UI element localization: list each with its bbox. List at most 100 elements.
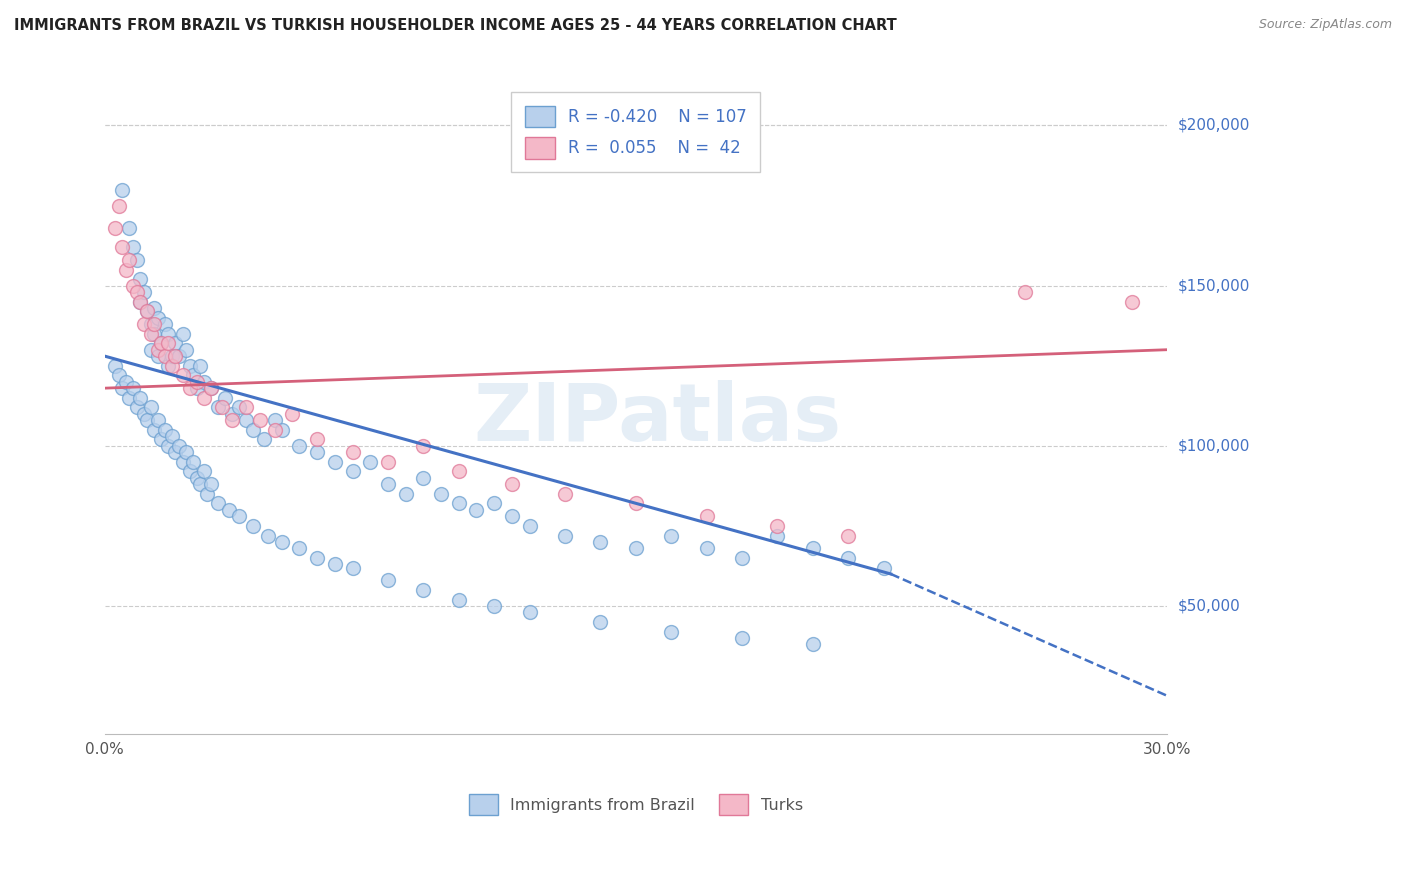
Point — [118, 253, 141, 268]
Point — [696, 509, 718, 524]
Point — [342, 560, 364, 574]
Point — [359, 455, 381, 469]
Legend: Immigrants from Brazil, Turks: Immigrants from Brazil, Turks — [463, 788, 808, 822]
Point — [193, 391, 215, 405]
Point — [157, 326, 180, 341]
Point — [125, 401, 148, 415]
Point — [186, 471, 208, 485]
Point — [228, 509, 250, 524]
Point — [412, 582, 434, 597]
Point — [342, 445, 364, 459]
Point — [253, 433, 276, 447]
Point — [482, 496, 505, 510]
Point — [412, 471, 434, 485]
Point — [519, 519, 541, 533]
Point — [111, 381, 134, 395]
Point — [731, 631, 754, 645]
Point — [188, 359, 211, 373]
Point — [263, 423, 285, 437]
Point — [235, 413, 257, 427]
Point — [150, 336, 173, 351]
Point — [143, 423, 166, 437]
Point — [132, 317, 155, 331]
Point — [766, 519, 789, 533]
Point — [132, 407, 155, 421]
Point — [731, 550, 754, 565]
Point — [179, 465, 201, 479]
Point — [323, 455, 346, 469]
Point — [200, 381, 222, 395]
Point — [228, 401, 250, 415]
Point — [160, 429, 183, 443]
Point — [157, 336, 180, 351]
Point — [589, 535, 612, 549]
Point — [263, 413, 285, 427]
Point — [129, 294, 152, 309]
Point — [179, 359, 201, 373]
Point — [139, 326, 162, 341]
Point — [146, 343, 169, 357]
Point — [174, 343, 197, 357]
Point — [256, 528, 278, 542]
Point — [153, 317, 176, 331]
Point — [186, 375, 208, 389]
Point — [465, 503, 488, 517]
Point — [589, 615, 612, 629]
Point — [288, 541, 311, 556]
Text: $50,000: $50,000 — [1178, 599, 1240, 614]
Point — [150, 433, 173, 447]
Point — [146, 310, 169, 325]
Point — [447, 465, 470, 479]
Point — [200, 381, 222, 395]
Point — [129, 391, 152, 405]
Point — [179, 381, 201, 395]
Point — [377, 455, 399, 469]
Point — [766, 528, 789, 542]
Point — [195, 487, 218, 501]
Point — [501, 477, 523, 491]
Point — [270, 535, 292, 549]
Point — [193, 375, 215, 389]
Point — [801, 637, 824, 651]
Point — [157, 359, 180, 373]
Point — [157, 439, 180, 453]
Point — [395, 487, 418, 501]
Point — [837, 550, 859, 565]
Point — [307, 550, 329, 565]
Text: $100,000: $100,000 — [1178, 438, 1250, 453]
Point — [115, 375, 138, 389]
Point — [139, 317, 162, 331]
Point — [165, 349, 187, 363]
Point — [174, 445, 197, 459]
Point — [143, 317, 166, 331]
Point — [160, 349, 183, 363]
Point — [554, 487, 576, 501]
Point — [837, 528, 859, 542]
Text: IMMIGRANTS FROM BRAZIL VS TURKISH HOUSEHOLDER INCOME AGES 25 - 44 YEARS CORRELAT: IMMIGRANTS FROM BRAZIL VS TURKISH HOUSEH… — [14, 18, 897, 33]
Point — [132, 285, 155, 299]
Point — [307, 445, 329, 459]
Point — [172, 368, 194, 383]
Point — [143, 301, 166, 315]
Point — [172, 326, 194, 341]
Point — [160, 359, 183, 373]
Point — [270, 423, 292, 437]
Point — [181, 455, 204, 469]
Point — [307, 433, 329, 447]
Point — [207, 401, 229, 415]
Point — [129, 272, 152, 286]
Point — [118, 391, 141, 405]
Point — [221, 413, 243, 427]
Point — [1014, 285, 1036, 299]
Point — [659, 528, 682, 542]
Point — [188, 477, 211, 491]
Point — [136, 413, 159, 427]
Point — [281, 407, 304, 421]
Point — [554, 528, 576, 542]
Point — [139, 401, 162, 415]
Point — [200, 477, 222, 491]
Text: $200,000: $200,000 — [1178, 118, 1250, 133]
Point — [377, 574, 399, 588]
Point — [146, 413, 169, 427]
Point — [153, 423, 176, 437]
